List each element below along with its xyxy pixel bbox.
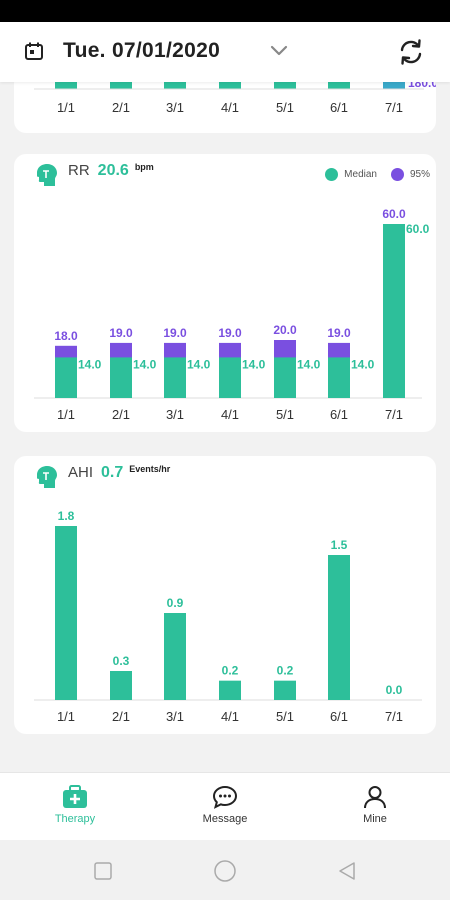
rr-card: RR 20.6 bpm Median 95% 18.0 14.0 1/1 19.0 14… (14, 154, 436, 432)
top-x-tick: 2/1 (112, 100, 130, 115)
rr-x-tick: 6/1 (330, 407, 348, 422)
top-bar (55, 82, 77, 89)
rr-median-bar (164, 357, 186, 398)
ahi-bar (328, 555, 350, 700)
ahi-bar (55, 526, 77, 700)
ahi-x-tick: 1/1 (57, 709, 75, 724)
rr-median-label: 14.0 (187, 357, 211, 371)
rr-p95-label: 19.0 (218, 326, 242, 340)
top-bar (274, 82, 296, 89)
rr-p95-label: 60.0 (382, 207, 406, 221)
ahi-bar (274, 681, 296, 700)
calendar-icon[interactable] (24, 41, 44, 61)
current-date[interactable]: Tue. 07/01/2020 (63, 39, 220, 63)
ahi-value-label: 1.5 (331, 538, 348, 552)
top-bar-mixed (383, 82, 405, 89)
top-x-tick: 5/1 (276, 100, 294, 115)
ahi-bar (219, 681, 241, 700)
ahi-x-tick: 7/1 (385, 709, 403, 724)
tab-therapy-label: Therapy (55, 813, 95, 825)
top-bar (328, 82, 350, 89)
top-bar (164, 82, 186, 89)
ahi-x-tick: 4/1 (221, 709, 239, 724)
top-x-tick: 3/1 (166, 100, 184, 115)
tab-therapy[interactable]: Therapy (25, 785, 125, 825)
bottom-tab-bar: Therapy Message Mine (0, 772, 450, 840)
top-chart: 1/1 2/1 3/1 4/1 5/1 6/1 7/1 180.0 (14, 82, 436, 133)
ahi-value-label: 0.2 (222, 664, 239, 678)
chat-bubble-icon (212, 785, 238, 809)
header-bar: Tue. 07/01/2020 (0, 22, 450, 82)
rr-median-bar (110, 357, 132, 398)
medical-kit-icon (62, 785, 88, 809)
square-recents-icon[interactable] (93, 861, 113, 881)
system-nav-bar (0, 840, 450, 900)
rr-x-tick: 1/1 (57, 407, 75, 422)
top-x-tick: 4/1 (221, 100, 239, 115)
ahi-value-label: 0.3 (113, 654, 130, 668)
rr-p95-label: 19.0 (109, 326, 133, 340)
top-bar (219, 82, 241, 89)
ahi-card: AHI 0.7 Events/hr 1.8 1/1 0.3 2/1 0.9 3/1 0.2 4… (14, 456, 436, 734)
rr-median-bar (55, 357, 77, 398)
tab-message[interactable]: Message (175, 785, 275, 825)
ahi-value-label: 0.9 (167, 596, 184, 610)
rr-x-tick: 7/1 (385, 407, 403, 422)
chevron-down-icon[interactable] (268, 42, 290, 60)
ahi-bar (164, 613, 186, 700)
rr-p95-label: 20.0 (273, 323, 297, 337)
triangle-back-icon[interactable] (336, 860, 358, 882)
rr-x-tick: 3/1 (166, 407, 184, 422)
ahi-x-tick: 5/1 (276, 709, 294, 724)
ahi-value-label: 0.2 (277, 664, 294, 678)
ahi-x-tick: 3/1 (166, 709, 184, 724)
tab-mine-label: Mine (363, 813, 387, 825)
refresh-icon[interactable] (396, 37, 426, 67)
top-x-tick: 1/1 (57, 100, 75, 115)
status-bar (0, 0, 450, 22)
ahi-value-label: 0.0 (386, 683, 403, 697)
rr-chart: 18.014.01/119.014.02/119.014.03/119.014.… (14, 154, 436, 432)
therapy-scroll-area[interactable]: 1/1 2/1 3/1 4/1 5/1 6/1 7/1 180.0 RR 20.6 bpm M… (0, 82, 450, 772)
rr-median-label: 14.0 (133, 357, 157, 371)
rr-median-label: 60.0 (406, 222, 430, 236)
rr-median-label: 14.0 (351, 357, 375, 371)
ahi-bar (110, 671, 132, 700)
top-bar (110, 82, 132, 89)
ahi-chart: 1.8 1/1 0.3 2/1 0.9 3/1 0.2 4/1 0.2 5/1 1.5 6/1 0.0 7… (14, 456, 436, 734)
top-partial-label: 180.0 (408, 82, 436, 90)
rr-median-label: 14.0 (297, 357, 321, 371)
ahi-x-tick: 6/1 (330, 709, 348, 724)
rr-median-bar (219, 357, 241, 398)
ahi-x-tick: 2/1 (112, 709, 130, 724)
rr-x-tick: 4/1 (221, 407, 239, 422)
ahi-value-label: 1.8 (58, 509, 75, 523)
rr-x-tick: 5/1 (276, 407, 294, 422)
rr-median-bar (328, 357, 350, 398)
rr-p95-label: 19.0 (163, 326, 187, 340)
top-x-tick: 6/1 (330, 100, 348, 115)
rr-p95-label: 18.0 (54, 329, 78, 343)
circle-home-icon[interactable] (213, 859, 237, 883)
rr-median-bar (274, 357, 296, 398)
rr-median-label: 14.0 (78, 357, 102, 371)
tab-mine[interactable]: Mine (325, 785, 425, 825)
rr-x-tick: 2/1 (112, 407, 130, 422)
person-icon (362, 785, 388, 809)
rr-median-label: 14.0 (242, 357, 266, 371)
top-x-tick: 7/1 (385, 100, 403, 115)
tab-message-label: Message (203, 813, 248, 825)
rr-median-bar (383, 224, 405, 398)
top-metric-card: 1/1 2/1 3/1 4/1 5/1 6/1 7/1 180.0 (14, 82, 436, 133)
rr-p95-label: 19.0 (327, 326, 351, 340)
